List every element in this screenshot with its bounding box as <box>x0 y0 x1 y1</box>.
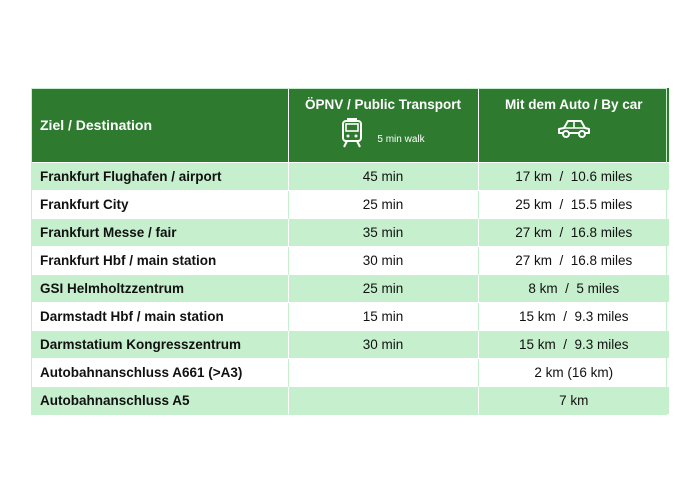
table-row: Frankfurt Messe / fair 35 min 27 km / 16… <box>31 218 669 247</box>
header-public-transport-label: ÖPNV / Public Transport <box>304 97 462 112</box>
table-row: Frankfurt City 25 min 25 km / 15.5 miles <box>31 190 669 219</box>
transport-time-cell <box>288 386 479 414</box>
car-distance-cell: 7 km <box>478 386 669 414</box>
walk-note: 5 min walk <box>377 134 425 145</box>
transport-time-cell <box>288 358 479 387</box>
transport-time-cell: 25 min <box>288 274 479 303</box>
car-distance-cell: 25 km / 15.5 miles <box>478 190 669 219</box>
table-row: Autobahnanschluss A5 7 km <box>31 386 669 414</box>
table-row: Autobahnanschluss A661 (>A3) 2 km (16 km… <box>31 358 669 387</box>
transport-time-cell: 30 min <box>288 246 479 275</box>
destination-cell: Darmstadt Hbf / main station <box>31 302 289 331</box>
table-row: Frankfurt Flughafen / airport 45 min 17 … <box>31 162 669 191</box>
car-distance-cell: 27 km / 16.8 miles <box>478 246 669 275</box>
table-row: Darmstadt Hbf / main station 15 min 15 k… <box>31 302 669 331</box>
destination-cell: Darmstatium Kongresszentrum <box>31 330 289 359</box>
travel-times-table-container: Ziel / Destination ÖPNV / Public Transpo… <box>31 88 669 414</box>
transport-time-cell: 15 min <box>288 302 479 331</box>
header-destination: Ziel / Destination <box>31 88 289 163</box>
destination-cell: Frankfurt Flughafen / airport <box>31 162 289 191</box>
car-distance-cell: 2 km (16 km) <box>478 358 669 387</box>
header-by-car-label: Mit dem Auto / By car <box>504 97 643 112</box>
table-row: GSI Helmholtzzentrum 25 min 8 km / 5 mil… <box>31 274 669 303</box>
transport-time-cell: 25 min <box>288 190 479 219</box>
tram-icon <box>341 118 363 153</box>
car-distance-cell: 15 km / 9.3 miles <box>478 302 669 331</box>
car-distance-cell: 8 km / 5 miles <box>478 274 669 303</box>
travel-times-table: Ziel / Destination ÖPNV / Public Transpo… <box>31 88 669 414</box>
destination-cell: Frankfurt City <box>31 190 289 219</box>
car-distance-cell: 17 km / 10.6 miles <box>478 162 669 191</box>
destination-cell: Autobahnanschluss A5 <box>31 386 289 414</box>
transport-time-cell: 35 min <box>288 218 479 247</box>
destination-cell: GSI Helmholtzzentrum <box>31 274 289 303</box>
table-row: Frankfurt Hbf / main station 30 min 27 k… <box>31 246 669 275</box>
header-by-car: Mit dem Auto / By car <box>478 88 669 163</box>
transport-time-cell: 45 min <box>288 162 479 191</box>
header-public-transport: ÖPNV / Public Transport <box>288 88 479 163</box>
car-distance-cell: 27 km / 16.8 miles <box>478 218 669 247</box>
destination-cell: Autobahnanschluss A661 (>A3) <box>31 358 289 387</box>
table-row: Darmstatium Kongresszentrum 30 min 15 km… <box>31 330 669 359</box>
transport-time-cell: 30 min <box>288 330 479 359</box>
destination-cell: Frankfurt Hbf / main station <box>31 246 289 275</box>
destination-cell: Frankfurt Messe / fair <box>31 218 289 247</box>
table-header-row: Ziel / Destination ÖPNV / Public Transpo… <box>31 88 669 163</box>
car-distance-cell: 15 km / 9.3 miles <box>478 330 669 359</box>
car-icon <box>556 118 592 145</box>
